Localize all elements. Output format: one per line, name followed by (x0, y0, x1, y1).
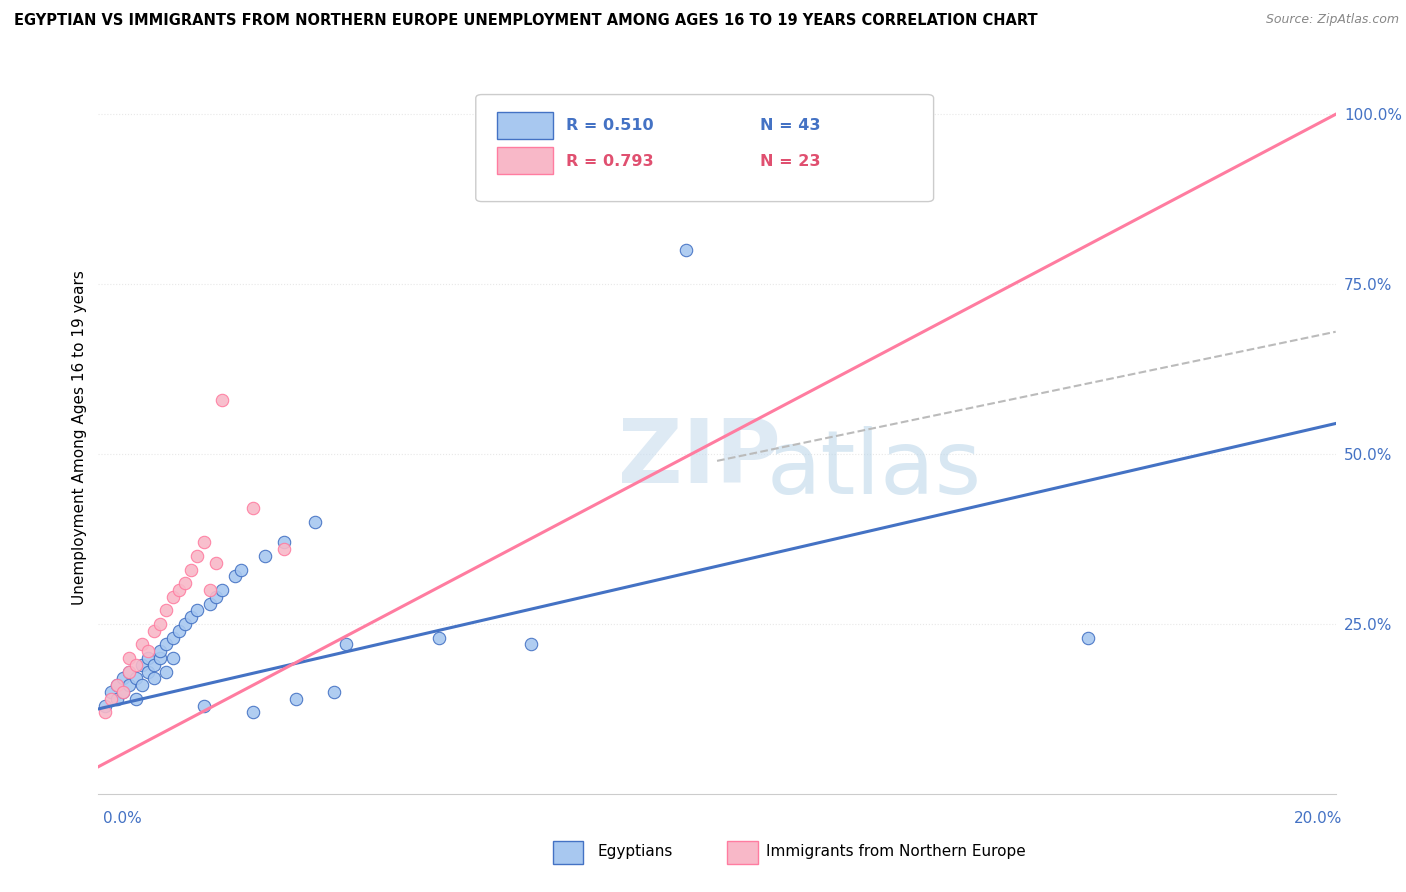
Point (198, 597, 221, 611)
Text: 20.0%: 20.0% (1295, 812, 1343, 826)
Point (193, 698, 215, 713)
Point (427, 631, 450, 645)
Point (143, 624, 166, 638)
Point (675, 243, 697, 257)
Point (273, 542, 295, 557)
FancyBboxPatch shape (553, 841, 583, 864)
Point (322, 685, 344, 699)
Point (224, 569, 246, 583)
Point (105, 691, 128, 706)
Point (167, 582, 190, 597)
Text: Immigrants from Northern Europe: Immigrants from Northern Europe (766, 845, 1026, 859)
Point (155, 603, 177, 617)
Point (205, 590, 228, 604)
Point (93, 698, 115, 713)
Point (174, 617, 197, 632)
Point (131, 678, 153, 692)
Point (186, 549, 208, 563)
Point (242, 501, 264, 516)
Point (118, 665, 141, 679)
Point (118, 678, 141, 692)
Point (112, 685, 135, 699)
Point (118, 665, 141, 679)
Y-axis label: Unemployment Among Ages 16 to 19 years: Unemployment Among Ages 16 to 19 years (72, 269, 87, 605)
Point (162, 651, 184, 665)
Text: ZIP: ZIP (619, 415, 780, 502)
Point (124, 657, 146, 672)
Point (304, 515, 326, 529)
Point (254, 549, 277, 563)
Point (112, 685, 135, 699)
Point (149, 651, 172, 665)
Point (193, 535, 215, 549)
Point (155, 665, 177, 679)
Point (174, 576, 197, 591)
Point (198, 582, 221, 597)
Point (162, 631, 184, 645)
Point (520, 637, 543, 651)
Point (205, 556, 228, 570)
Point (143, 671, 166, 685)
Point (285, 691, 308, 706)
Point (167, 624, 190, 638)
Point (180, 610, 202, 624)
Text: N = 43: N = 43 (761, 119, 821, 134)
Point (105, 678, 128, 692)
Text: 0.0%: 0.0% (103, 812, 142, 826)
Text: atlas: atlas (766, 425, 981, 513)
Point (136, 644, 159, 658)
Point (273, 535, 295, 549)
Point (1077, 631, 1099, 645)
Point (186, 603, 208, 617)
Text: EGYPTIAN VS IMMIGRANTS FROM NORTHERN EUROPE UNEMPLOYMENT AMONG AGES 16 TO 19 YEA: EGYPTIAN VS IMMIGRANTS FROM NORTHERN EUR… (14, 13, 1038, 29)
Text: R = 0.510: R = 0.510 (567, 119, 654, 134)
Text: N = 23: N = 23 (761, 154, 821, 169)
FancyBboxPatch shape (496, 147, 553, 175)
Point (211, 392, 233, 407)
Point (100, 685, 122, 699)
Point (136, 665, 159, 679)
Point (335, 637, 357, 651)
Point (136, 651, 159, 665)
Point (93, 706, 115, 720)
Point (124, 671, 146, 685)
Point (112, 671, 135, 685)
Point (100, 691, 122, 706)
Point (118, 651, 141, 665)
Point (149, 644, 172, 658)
Point (131, 657, 153, 672)
Text: R = 0.793: R = 0.793 (567, 154, 654, 169)
Point (180, 563, 202, 577)
FancyBboxPatch shape (475, 95, 934, 202)
Point (229, 563, 252, 577)
Point (211, 582, 233, 597)
Point (124, 691, 146, 706)
FancyBboxPatch shape (496, 112, 553, 139)
Point (131, 637, 153, 651)
Text: Source: ZipAtlas.com: Source: ZipAtlas.com (1265, 13, 1399, 27)
Point (143, 657, 166, 672)
Text: Egyptians: Egyptians (598, 845, 673, 859)
Point (162, 590, 184, 604)
Point (149, 617, 172, 632)
Point (242, 706, 264, 720)
FancyBboxPatch shape (727, 841, 758, 864)
Point (105, 678, 128, 692)
Point (155, 637, 177, 651)
